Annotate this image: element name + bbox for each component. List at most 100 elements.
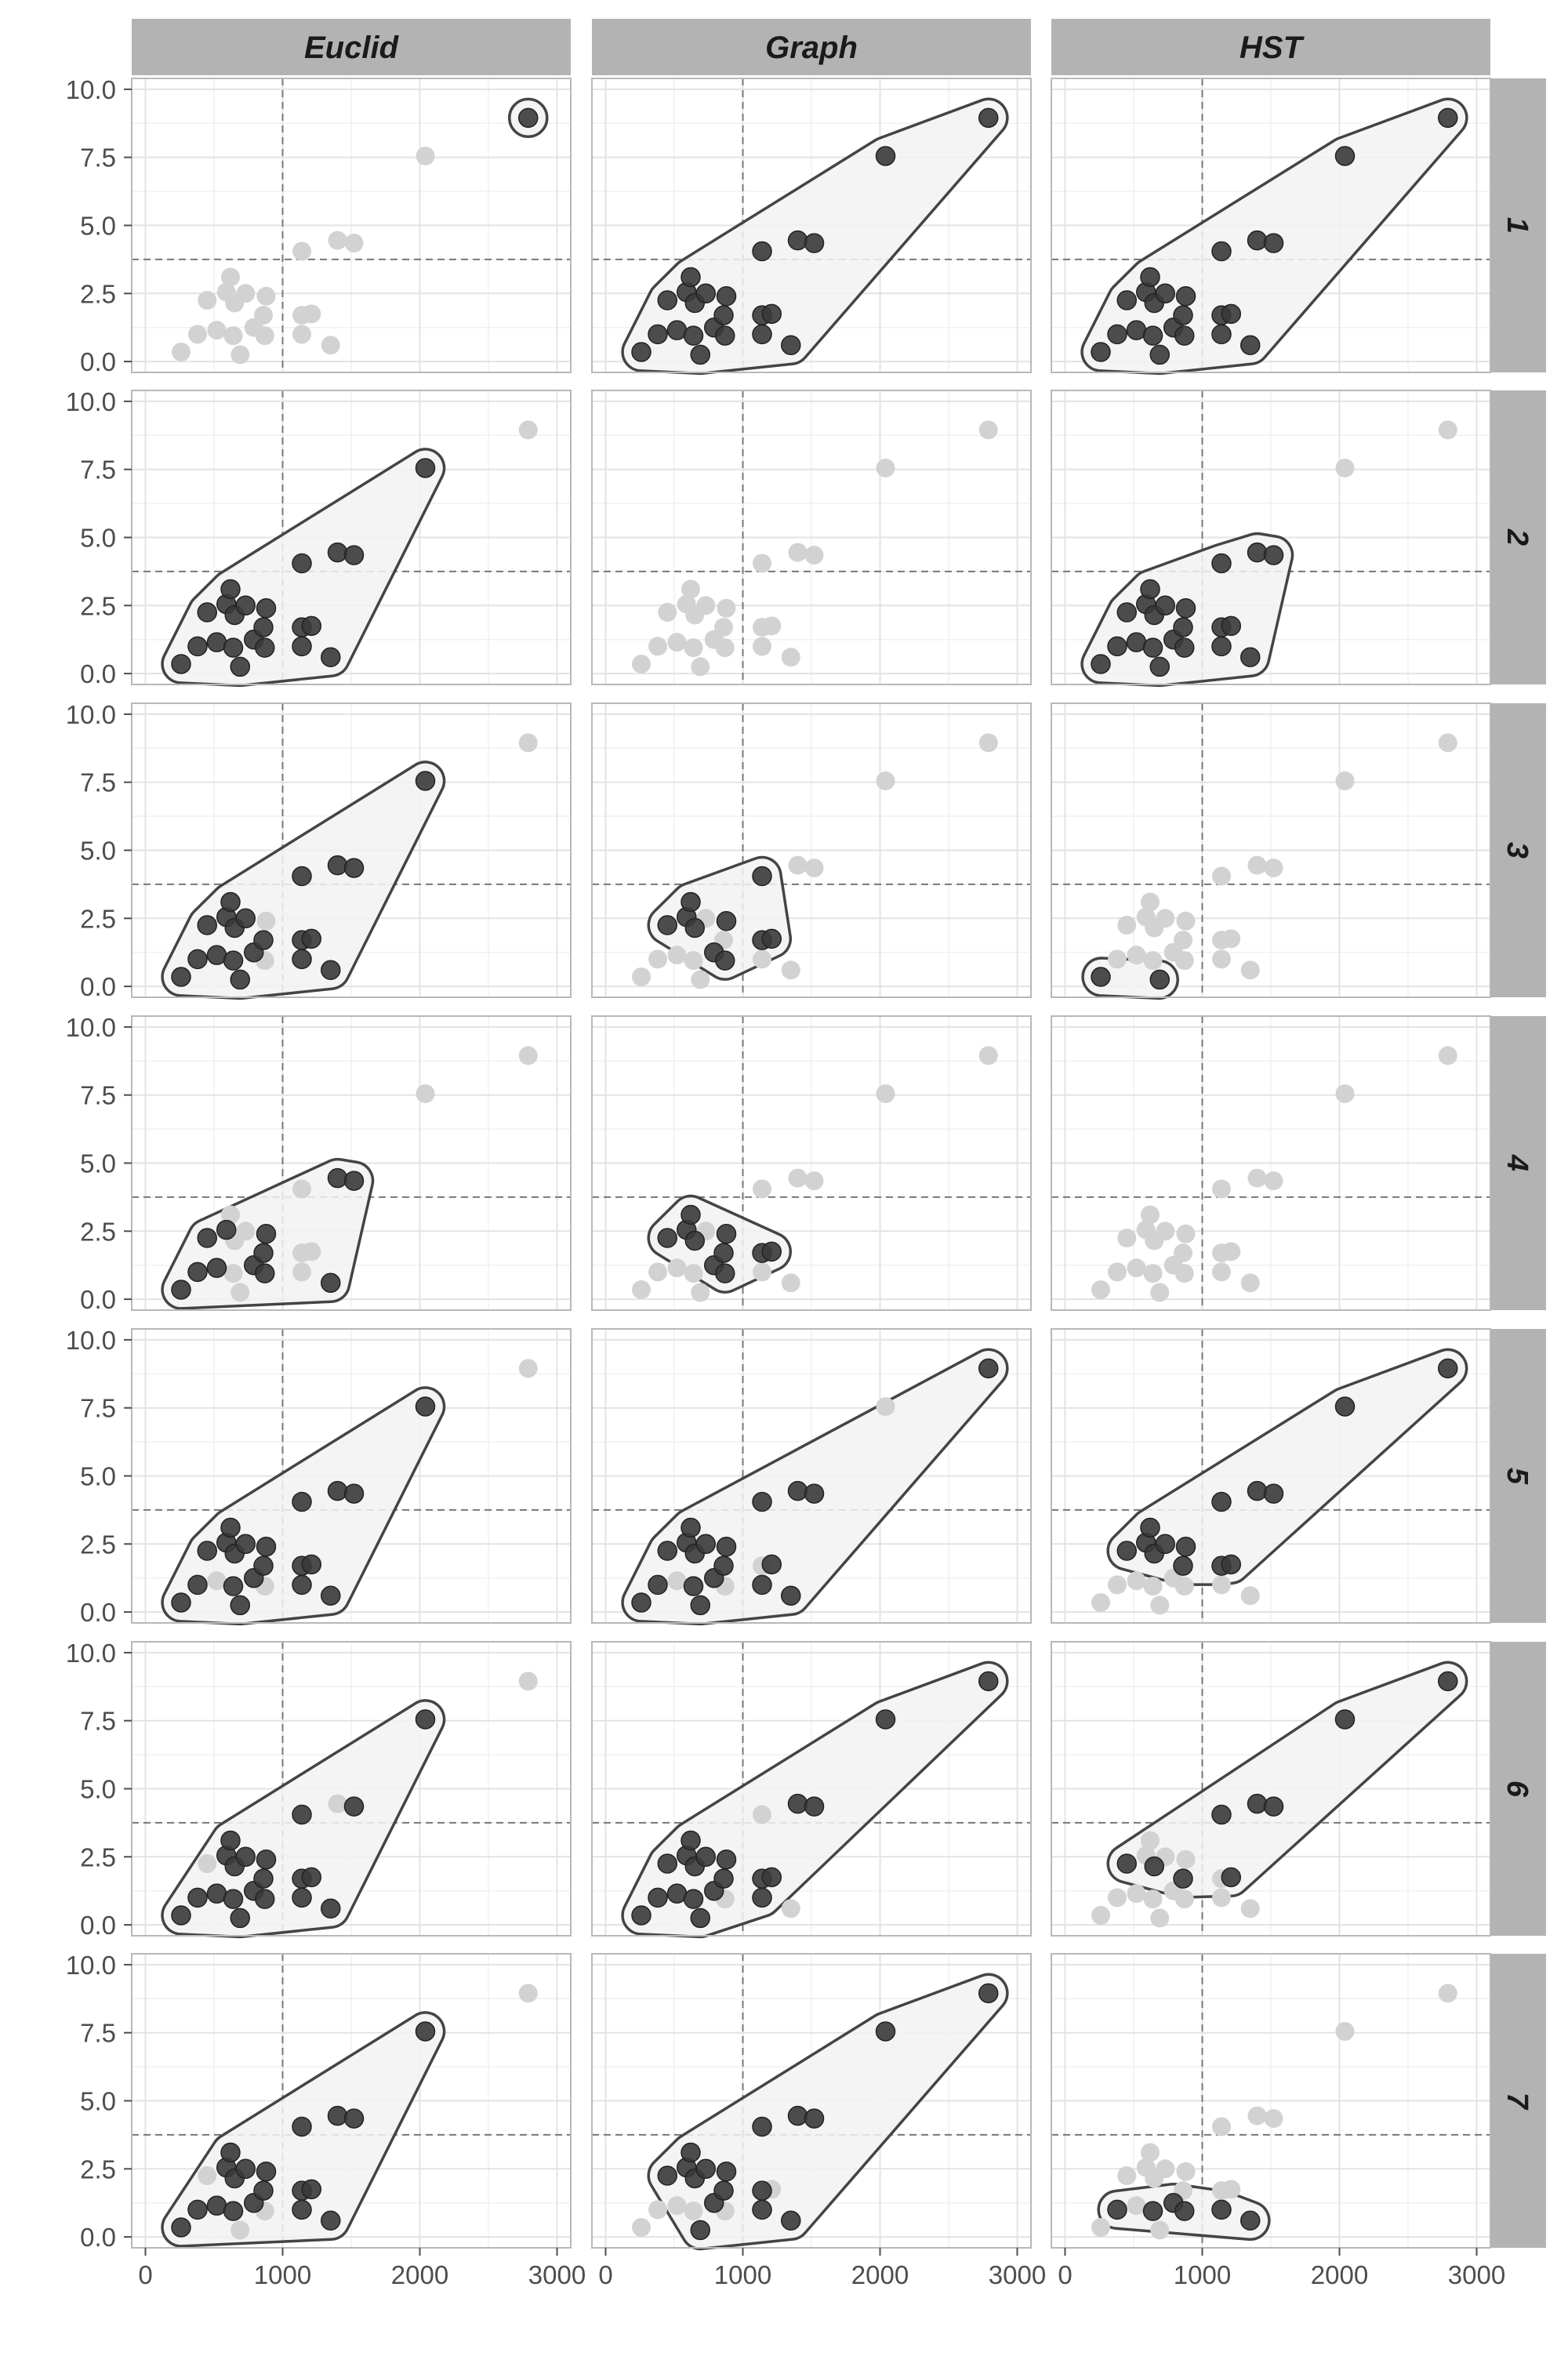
data-point-selected [187, 1574, 208, 1595]
data-point-unselected [781, 648, 800, 667]
data-point-selected [343, 2108, 365, 2129]
data-point-selected [1211, 324, 1232, 345]
data-point-selected [1221, 1554, 1241, 1575]
data-point-selected [1142, 2201, 1163, 2221]
data-point-unselected [667, 946, 687, 965]
y-tick-label: 0.0 [80, 972, 116, 1001]
data-point-selected [716, 1850, 737, 1870]
column-strip-bg [592, 19, 1031, 75]
x-tick-label: 3000 [528, 2260, 586, 2289]
panel-border [591, 1641, 1032, 1937]
data-point-selected [292, 1491, 312, 1512]
data-point-unselected [753, 1262, 771, 1282]
row-strip-bg [1490, 1954, 1546, 2248]
data-point-unselected [256, 286, 276, 306]
data-point-unselected [1264, 2109, 1283, 2129]
data-point-unselected [172, 342, 191, 361]
data-point-unselected [632, 2217, 651, 2237]
data-point-unselected [1212, 1179, 1231, 1199]
panel-border [591, 1015, 1032, 1311]
data-point-selected [1211, 636, 1232, 657]
data-point-unselected [876, 458, 895, 477]
data-point-selected [1140, 579, 1160, 600]
x-tick-label: 1000 [254, 2260, 311, 2289]
y-tick-label: 5.0 [80, 1775, 116, 1804]
data-point-unselected [256, 911, 276, 931]
data-point-unselected [667, 1571, 687, 1591]
panel-hst-4 [1051, 1015, 1491, 1311]
panel-border [591, 702, 1032, 998]
row-strip-label: 7 [1501, 2093, 1534, 2111]
data-point-selected [1221, 615, 1241, 637]
data-point-selected [1149, 969, 1170, 990]
data-point-selected [648, 324, 668, 345]
data-point-unselected [681, 579, 700, 599]
panel-graph-5 [591, 1328, 1032, 1626]
panel-border [1051, 702, 1491, 998]
y-tick-label: 2.5 [80, 904, 116, 933]
x-tick-label: 2000 [1311, 2260, 1368, 2289]
panel-hst-5 [1051, 1328, 1491, 1624]
y-tick-label: 7.5 [80, 143, 116, 172]
y-tick-label: 0.0 [80, 2223, 116, 2252]
data-point-selected [1174, 325, 1195, 346]
data-point-selected [171, 967, 191, 987]
y-tick-label: 5.0 [80, 524, 116, 553]
x-tick-label: 0 [1058, 2260, 1072, 2289]
row-strip-2: 2 [1490, 390, 1546, 684]
row-strip-5: 5 [1490, 1329, 1546, 1623]
data-point-selected [752, 2116, 772, 2137]
y-tick-label: 10.0 [66, 75, 116, 104]
data-point-unselected [1117, 1228, 1137, 1247]
data-point-selected [220, 579, 241, 600]
data-point-selected [978, 1358, 999, 1379]
data-point-selected [1175, 1537, 1196, 1557]
data-point-unselected [1264, 1171, 1283, 1191]
data-point-selected [695, 283, 716, 304]
y-tick-label: 5.0 [80, 1462, 116, 1491]
data-point-unselected [684, 951, 703, 971]
data-point-unselected [1127, 2196, 1146, 2216]
data-point-selected [1107, 324, 1127, 345]
y-tick-label: 0.0 [80, 347, 116, 376]
data-point-selected [1155, 595, 1175, 616]
data-point-unselected [518, 1359, 538, 1378]
data-point-selected [787, 230, 808, 251]
row-strip-7: 7 [1490, 1954, 1546, 2248]
data-point-unselected [978, 1046, 998, 1065]
data-point-selected [171, 2217, 191, 2238]
data-point-unselected [1091, 1280, 1110, 1299]
data-point-unselected [1127, 946, 1146, 965]
y-tick-label: 5.0 [80, 1149, 116, 1178]
data-point-selected [292, 1887, 312, 1908]
data-point-unselected [254, 306, 273, 325]
data-point-selected [256, 2162, 277, 2182]
data-point-selected [343, 858, 365, 878]
data-point-selected [1107, 636, 1127, 657]
y-tick-label: 10.0 [66, 1326, 116, 1355]
data-point-selected [220, 891, 241, 913]
panel-hst-1 [1051, 78, 1491, 376]
data-point-selected [713, 1556, 734, 1576]
data-point-selected [690, 1595, 710, 1616]
data-point-unselected [223, 326, 243, 346]
data-point-selected [187, 1887, 208, 1908]
data-point-unselected [648, 2200, 667, 2220]
y-tick-label: 7.5 [80, 2019, 116, 2048]
column-strip-bg [132, 19, 571, 75]
data-point-selected [787, 1480, 808, 1501]
data-point-unselected [1240, 960, 1260, 980]
data-point-selected [415, 2021, 436, 2042]
panel-border [1051, 1015, 1491, 1311]
data-point-selected [187, 636, 208, 657]
data-point-unselected [198, 290, 217, 310]
row-strip-label: 2 [1501, 528, 1534, 546]
y-tick-label: 2.5 [80, 1217, 116, 1246]
data-point-unselected [1335, 2021, 1355, 2041]
data-point-selected [256, 1850, 277, 1870]
data-point-selected [787, 1793, 808, 1814]
data-point-selected [787, 2105, 808, 2126]
panel-euclid-2 [131, 390, 572, 688]
data-point-unselected [1264, 859, 1283, 878]
column-strip-label: Graph [765, 31, 858, 65]
